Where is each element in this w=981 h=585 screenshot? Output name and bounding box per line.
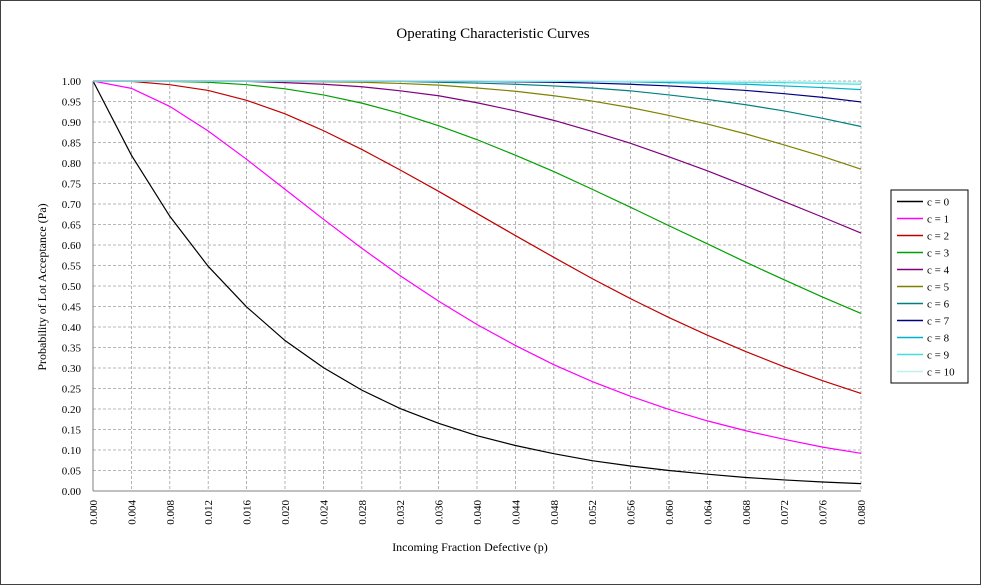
y-tick-label: 0.30 [62,363,82,375]
series-line-c2 [92,80,862,394]
x-tick-labels: 0.000 0.004 0.008 0.012 0.016 0.020 0.024 0.028… [88,500,868,525]
x-tick-label: 0.012 [203,500,215,525]
y-tick-label: 0.90 [62,117,82,129]
legend-label: c = 4 [927,265,950,277]
series-line-c10 [93,80,862,83]
series-line-c3 [93,80,862,315]
x-tick-label: 0.048 [549,500,561,525]
axes [92,81,861,492]
x-tick-label: 0.064 [702,500,714,525]
series-line-c5 [93,80,862,170]
grid [93,80,862,491]
x-axis-label: Incoming Fraction Defective (p) [392,540,548,554]
legend-label: c = 9 [927,350,950,362]
x-tick-label: 0.052 [587,500,599,525]
legend-label: c = 5 [927,282,950,294]
y-tick-label: 0.80 [62,158,82,170]
x-tick-label: 0.068 [741,500,753,525]
legend-label: c = 7 [927,316,950,328]
legend: c = 0 c = 1 c = 2 c = 3 c = 4 c = 5 c = 6 c = 7… [890,189,969,384]
x-tick-label: 0.032 [395,500,407,525]
x-tick-label: 0.004 [126,500,138,525]
y-tick-label: 1.00 [62,76,82,88]
y-tick-label: 0.75 [62,179,82,191]
x-tick-label: 0.024 [318,500,330,525]
y-tick-label: 0.35 [62,343,82,355]
y-tick-label: 0.85 [62,138,82,150]
y-tick-label: 0.25 [62,384,82,396]
legend-label: c = 1 [927,214,949,226]
x-tick-label: 0.060 [664,500,676,525]
x-tick-label: 0.076 [818,500,830,525]
y-tick-label: 0.95 [62,97,82,109]
y-tick-label: 0.10 [62,445,82,457]
legend-label: c = 10 [927,367,955,379]
y-tick-label: 0.15 [62,425,82,437]
x-tick-label: 0.080 [856,500,868,525]
y-tick-label: 0.05 [62,466,82,478]
chart-title: Operating Characteristic Curves [396,26,589,42]
y-tick-label: 0.50 [62,281,82,293]
x-tick-label: 0.072 [779,500,791,525]
legend-label: c = 3 [927,248,950,260]
x-tick-label: 0.056 [626,500,638,525]
y-tick-labels: 0.00 0.05 0.10 0.15 0.20 0.25 0.30 0.35 0.40 0.45… [62,76,82,498]
x-tick-label: 0.020 [280,500,292,525]
x-tick-label: 0.016 [242,500,254,525]
series-lines [92,80,862,485]
y-tick-label: 0.00 [62,486,82,498]
legend-label: c = 0 [927,197,950,209]
x-tick-label: 0.036 [434,500,446,525]
x-tick-label: 0.044 [510,500,522,525]
legend-label: c = 2 [927,231,949,243]
y-tick-label: 0.20 [62,404,82,416]
x-tick-label: 0.008 [165,500,177,525]
series-line-c1 [92,80,862,454]
series-line-c0 [92,80,862,485]
legend-label: c = 6 [927,299,950,311]
y-tick-label: 0.40 [62,322,82,334]
x-tick-label: 0.028 [357,500,369,525]
x-tick-label: 0.000 [88,500,100,525]
y-tick-label: 0.60 [62,240,82,252]
y-tick-label: 0.70 [62,199,82,211]
y-tick-label: 0.65 [62,220,82,232]
y-axis-label: Probability of Lot Acceptance (Pa) [35,203,49,370]
y-tick-label: 0.45 [62,302,82,314]
legend-label: c = 8 [927,333,950,345]
x-tick-label: 0.040 [472,500,484,525]
y-tick-label: 0.55 [62,261,82,273]
